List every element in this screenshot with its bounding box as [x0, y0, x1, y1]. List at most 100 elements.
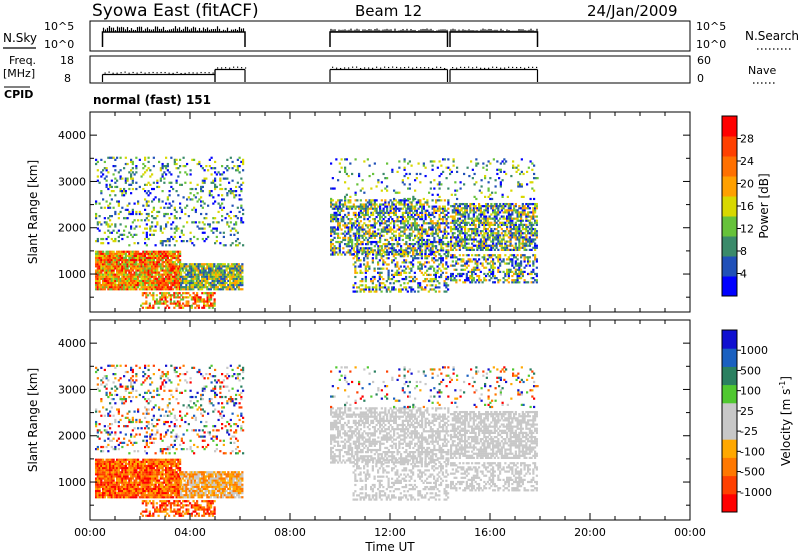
power-cell [219, 206, 222, 209]
power-cell [130, 160, 133, 164]
power-cell [464, 236, 467, 239]
power-cell [443, 282, 446, 285]
power-cell [377, 213, 380, 217]
power-cell [419, 234, 422, 237]
power-cell [445, 218, 448, 221]
freq-dot [452, 67, 454, 69]
power-cell [527, 211, 530, 214]
power-cell [240, 187, 243, 191]
power-cell [513, 205, 516, 208]
power-cell [215, 221, 218, 224]
power-cell [158, 273, 161, 276]
power-cell [128, 271, 131, 274]
power-cell [408, 286, 411, 289]
power-cell [168, 190, 171, 193]
power-cell [401, 199, 404, 202]
power-cell [378, 271, 381, 274]
power-cell [209, 267, 212, 270]
power-cell [110, 252, 113, 255]
power-cell [525, 225, 528, 229]
power-cell [474, 211, 477, 214]
power-cell [144, 171, 147, 174]
power-cell [151, 271, 154, 274]
power-cell [511, 262, 514, 265]
power-cell [123, 167, 126, 170]
power-cell [128, 273, 131, 276]
power-cell [154, 279, 157, 283]
power-cell [103, 256, 106, 260]
power-cell [405, 288, 408, 291]
power-cell [147, 271, 150, 274]
power-cell [532, 240, 535, 243]
power-cell [464, 262, 467, 265]
power-cell [147, 306, 150, 309]
power-cell [534, 209, 537, 212]
power-cell [204, 269, 207, 272]
power-cell [128, 256, 131, 260]
power-cell [509, 240, 512, 243]
power-cell [105, 261, 108, 264]
power-cell [130, 227, 133, 230]
power-cell [214, 217, 217, 220]
power-cell [215, 279, 218, 283]
power-cell [502, 248, 505, 252]
power-cell [121, 288, 124, 291]
power-cell [189, 231, 192, 234]
power-cell [210, 190, 213, 193]
power-cell [216, 267, 219, 270]
power-cell [521, 246, 524, 249]
power-cell [478, 213, 481, 216]
power-cell [137, 242, 140, 245]
power-cell [130, 183, 133, 186]
power-cell [237, 265, 240, 268]
power-cell [175, 179, 178, 182]
power-cell [518, 205, 521, 208]
power-cell [230, 269, 233, 272]
power-cell [393, 199, 396, 202]
power-cell [142, 283, 145, 287]
power-cell [380, 290, 383, 293]
power-cell [200, 196, 203, 199]
power-cell [145, 202, 148, 205]
power-cell [481, 211, 484, 214]
power-cell [379, 222, 382, 225]
power-cell [170, 173, 173, 176]
power-cell [165, 265, 168, 268]
power-cell [493, 262, 496, 265]
power-cell [474, 244, 477, 247]
power-cell [527, 225, 530, 229]
power-cell [218, 271, 221, 274]
power-cell [410, 209, 413, 212]
power-cell [197, 298, 200, 301]
freq-dot [500, 67, 502, 69]
power-cell [363, 263, 366, 266]
power-cell [210, 292, 213, 295]
power-cell [534, 256, 537, 259]
power-cell [467, 238, 470, 241]
power-cell [465, 277, 468, 280]
power-cell [391, 238, 394, 242]
power-cell [180, 263, 183, 266]
power-cell [165, 256, 168, 260]
power-cell [105, 237, 108, 241]
power-cell [163, 227, 166, 230]
power-cell [182, 196, 185, 199]
power-cell [175, 267, 178, 270]
power-cell [123, 281, 126, 285]
power-cell [422, 263, 425, 266]
power-cell [220, 267, 223, 270]
power-cell [431, 249, 434, 252]
power-cell [440, 247, 443, 250]
power-cell [235, 215, 238, 218]
power-cell [460, 213, 463, 216]
power-cell [401, 252, 404, 256]
power-cell [527, 232, 530, 235]
power-cell [177, 265, 180, 268]
power-cell [123, 269, 126, 272]
power-cell [166, 283, 169, 287]
power-cell [349, 249, 352, 252]
power-cell [534, 221, 537, 224]
power-cell [198, 221, 201, 224]
power-cell [222, 277, 225, 280]
power-cell [173, 208, 176, 211]
